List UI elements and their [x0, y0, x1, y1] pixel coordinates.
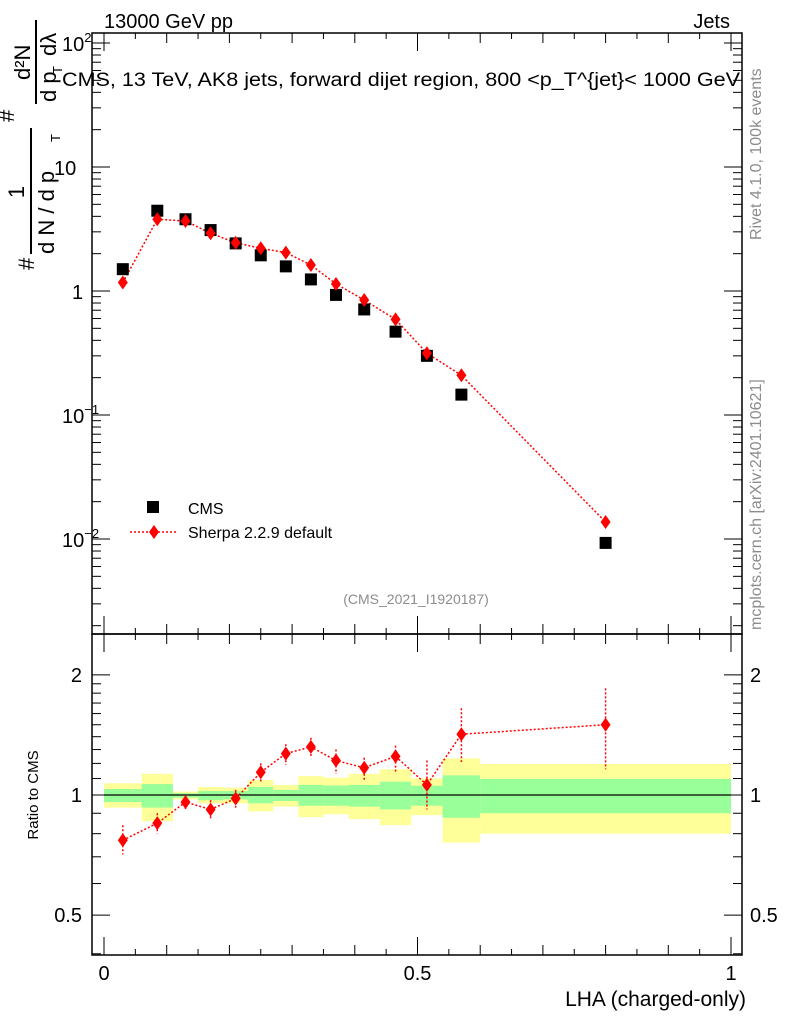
- sherpa-ratio-point: [205, 802, 216, 817]
- ylabel-den2: d p: [36, 71, 61, 102]
- tick-exponent: −1: [84, 402, 99, 417]
- cms-data-point: [151, 204, 164, 217]
- sherpa-ratio-point: [390, 749, 401, 764]
- analysis-id: (CMS_2021_I1920187): [343, 591, 489, 607]
- legend-sherpa-label: Sherpa 2.2.9 default: [188, 525, 333, 542]
- cms-data-point: [279, 260, 292, 273]
- sherpa-main-point: [390, 312, 401, 327]
- legend-cms-label: CMS: [188, 501, 224, 518]
- cms-data-point: [599, 536, 612, 549]
- main-frame: [91, 32, 743, 635]
- x-tick-label: 0.5: [404, 963, 432, 985]
- sherpa-main-point: [180, 213, 191, 228]
- band-inner-bin: [442, 775, 481, 818]
- ratio-y-tick-label-right: 1: [750, 785, 761, 807]
- sherpa-main-line: [122, 218, 607, 523]
- tick-exponent: −2: [84, 526, 99, 541]
- ylabel-hash1: #: [14, 257, 39, 270]
- ylabel-one: 1: [4, 186, 29, 198]
- ylabel-den1: d N / d p: [34, 171, 59, 254]
- cms-data-point: [304, 273, 317, 286]
- cms-data-point: [358, 303, 371, 316]
- header-right: Jets: [693, 11, 730, 33]
- band-inner-bin: [348, 784, 380, 807]
- cms-data-point: [329, 288, 342, 301]
- tick-exponent: 2: [84, 30, 91, 45]
- x-axis-label: LHA (charged-only): [565, 988, 746, 1011]
- sherpa-ratio-point: [152, 816, 163, 831]
- mcplots-credit: mcplots.cern.ch [arXiv:2401.10621]: [748, 379, 765, 630]
- tick-base: 10: [54, 158, 76, 180]
- sherpa-ratio-point: [255, 765, 266, 780]
- x-tick-label: 1: [725, 963, 736, 985]
- sherpa-main-point: [421, 346, 432, 361]
- main-title: CMS, 13 TeV, AK8 jets, forward dijet reg…: [62, 70, 740, 91]
- tick-base: 10: [62, 530, 84, 552]
- cms-data-point: [389, 325, 402, 338]
- band-inner-bin: [141, 784, 173, 808]
- sherpa-main-point: [205, 226, 216, 241]
- sherpa-ratio-point: [330, 753, 341, 768]
- data-marks: [116, 204, 612, 855]
- ylabel-t1: T: [48, 134, 63, 142]
- ratio-y-tick-label-right: 0.5: [750, 905, 778, 927]
- band-inner-bin: [480, 778, 731, 814]
- main-y-label: # 1 d N / d p T # d²N d p T dλ: [0, 20, 65, 270]
- sherpa-main-point: [255, 241, 266, 256]
- sherpa-ratio-point: [117, 833, 128, 848]
- ylabel-num2: d²N: [10, 45, 35, 80]
- cms-data-point: [455, 388, 468, 401]
- sherpa-ratio-point: [600, 717, 611, 732]
- main-y-tick-label: 1: [72, 282, 83, 304]
- sherpa-ratio-point: [305, 739, 316, 754]
- ratio-y-tick-label-left: 1: [71, 785, 82, 807]
- legend-cms-marker: [147, 501, 159, 513]
- ratio-y-tick-label-right: 2: [750, 665, 761, 687]
- sherpa-ratio-point: [456, 727, 467, 742]
- ylabel-dl: dλ: [36, 33, 61, 56]
- legend-sherpa-marker: [149, 525, 159, 539]
- sherpa-main-point: [330, 276, 341, 291]
- main-y-tick-label: 10−1: [62, 402, 99, 428]
- ratio-y-label: Ratio to CMS: [25, 750, 42, 839]
- main-y-tick-label: 102: [62, 30, 91, 56]
- sherpa-main-point: [359, 293, 370, 308]
- sherpa-main-point: [152, 212, 163, 227]
- header-left: 13000 GeV pp: [104, 11, 233, 33]
- tick-base: 10: [62, 406, 84, 428]
- ratio-y-tick-label-left: 0.5: [54, 905, 82, 927]
- x-tick-label: 0: [98, 963, 109, 985]
- sherpa-main-point: [600, 515, 611, 530]
- sherpa-ratio-point: [359, 760, 370, 775]
- tick-base: 1: [72, 282, 83, 304]
- rivet-version: Rivet 4.1.0, 100k events: [748, 68, 765, 240]
- sherpa-ratio-point: [280, 746, 291, 761]
- ratio-bands: [104, 758, 731, 843]
- sherpa-main-point: [305, 258, 316, 273]
- sherpa-main-point: [230, 235, 241, 250]
- band-inner-bin: [411, 785, 443, 806]
- sherpa-ratio-point: [180, 795, 191, 810]
- ylabel-t2: T: [50, 66, 65, 74]
- sherpa-main-point: [456, 368, 467, 383]
- main-y-tick-label: 10−2: [62, 526, 99, 552]
- ratio-y-tick-label-left: 2: [71, 665, 82, 687]
- tick-base: 10: [62, 34, 84, 56]
- sherpa-ratio-point: [230, 791, 241, 806]
- ylabel-hash2: #: [0, 109, 19, 122]
- band-inner-bin: [198, 791, 224, 801]
- cms-data-point: [254, 249, 267, 262]
- sherpa-main-point: [280, 245, 291, 260]
- sherpa-ratio-point: [421, 777, 432, 792]
- sherpa-main-point: [117, 275, 128, 290]
- cms-data-point: [116, 263, 129, 276]
- main-y-tick-label: 10: [54, 158, 76, 180]
